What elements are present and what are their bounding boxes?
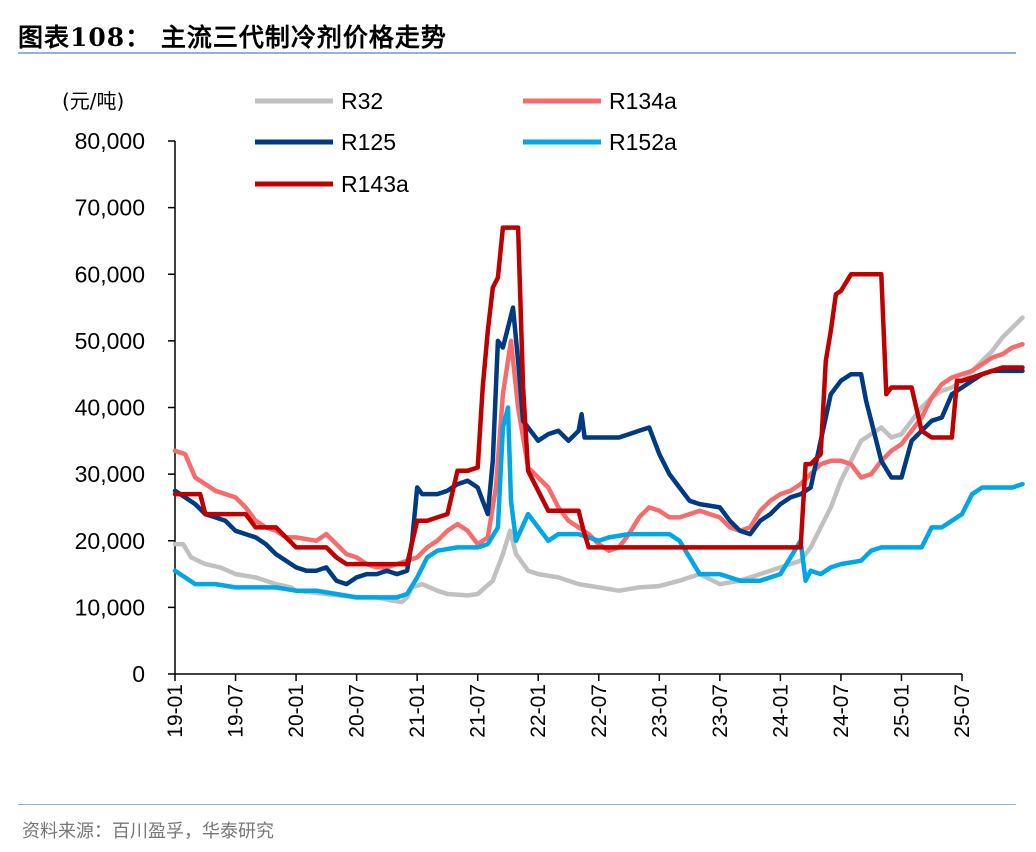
series-line-r125	[172, 305, 1025, 587]
x-tick-label: 24-07	[830, 684, 853, 738]
y-tick-label: 70,000	[75, 195, 145, 221]
y-tick-label: 0	[132, 661, 145, 687]
y-tick-label: 30,000	[75, 461, 145, 487]
x-tick-label: 22-01	[527, 684, 550, 738]
x-tick-label: 25-01	[890, 684, 913, 738]
legend-label-r143a: R143a	[341, 171, 409, 197]
footer-divider	[18, 804, 1016, 805]
legend-label-r134a: R134a	[609, 88, 677, 114]
x-tick-label: 21-01	[406, 684, 429, 738]
x-tick-label: 19-01	[164, 684, 187, 738]
legend-label-r152a: R152a	[609, 129, 677, 155]
x-tick-label: 22-07	[588, 684, 611, 738]
series-line-r134a	[172, 338, 1025, 570]
x-tick-label: 21-07	[467, 684, 490, 738]
series-line-r143a	[172, 225, 1025, 567]
legend-label-r32: R32	[341, 88, 383, 114]
x-tick-label: 20-07	[346, 684, 369, 738]
source-note: 资料来源：百川盈孚，华泰研究	[22, 821, 274, 842]
chart-title: 图表108： 主流三代制冷剂价格走势	[18, 23, 447, 52]
y-tick-label: 40,000	[75, 395, 145, 421]
x-tick-label: 24-01	[769, 684, 792, 738]
x-tick-label: 20-01	[285, 684, 308, 738]
title-divider	[18, 52, 1016, 54]
y-tick-label: 20,000	[75, 528, 145, 554]
y-tick-label: 60,000	[75, 261, 145, 287]
y-tick-label: 50,000	[75, 328, 145, 354]
series-line-r32	[172, 315, 1025, 605]
x-tick-label: 19-07	[225, 684, 248, 738]
y-tick-label: 10,000	[75, 594, 145, 620]
legend-label-r125: R125	[341, 129, 396, 155]
x-tick-label: 23-01	[648, 684, 671, 738]
y-unit-label: (元/吨)	[62, 89, 124, 113]
x-tick-label: 23-07	[709, 684, 732, 738]
x-tick-label: 25-07	[951, 684, 974, 738]
y-tick-label: 80,000	[75, 128, 145, 154]
series-line-r152a	[172, 405, 1025, 600]
